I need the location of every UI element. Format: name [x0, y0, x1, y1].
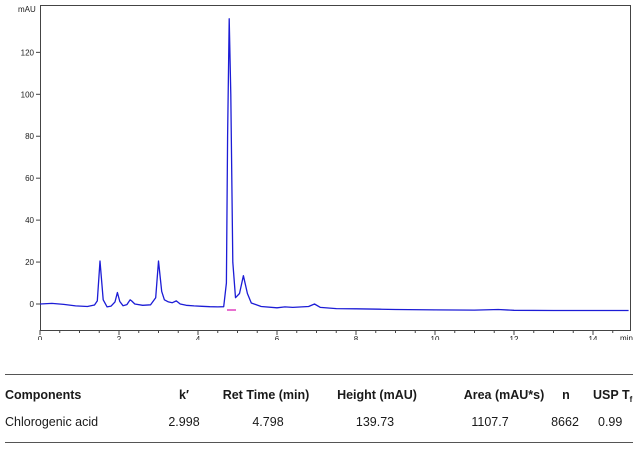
x-tick-label: 8	[354, 335, 359, 340]
chromatogram-chart: 0 20 40 60 80 100 120 0 2 4 6 8 10 12 14 mAU min	[18, 5, 633, 340]
y-tick-label: 40	[25, 216, 34, 225]
y-tick-label: 80	[25, 132, 34, 141]
x-axis: 0 2 4 6 8 10 12 14	[38, 330, 614, 340]
header-k-prime: k′	[179, 388, 189, 402]
header-usp-tf: USP Tf	[593, 388, 632, 404]
header-components: Components	[5, 388, 82, 402]
x-tick-label: 4	[196, 335, 201, 340]
y-tick-label: 100	[21, 90, 35, 99]
cell-usp-tf: 0.99	[598, 415, 623, 429]
x-tick-label: 14	[589, 335, 598, 340]
table-top-rule	[5, 374, 633, 375]
chromatogram-trace	[39, 18, 629, 312]
y-unit-label: mAU	[18, 5, 36, 14]
cell-ret-time: 4.798	[252, 415, 284, 429]
x-tick-label: 6	[275, 335, 280, 340]
x-tick-label: 12	[510, 335, 519, 340]
y-tick-label: 0	[30, 300, 35, 309]
cell-k-prime: 2.998	[168, 415, 200, 429]
cell-component: Chlorogenic acid	[5, 415, 99, 429]
header-height: Height (mAU)	[337, 388, 417, 402]
y-tick-label: 60	[25, 174, 34, 183]
y-tick-label: 120	[21, 48, 35, 57]
y-axis: 0 20 40 60 80 100 120	[21, 48, 40, 309]
table-bottom-rule	[5, 442, 633, 443]
cell-area: 1107.7	[471, 415, 509, 429]
y-tick-label: 20	[25, 258, 34, 267]
header-ret-time: Ret Time (min)	[222, 388, 310, 402]
header-usp-label: USP T	[593, 388, 630, 402]
header-usp-subscript: f	[629, 395, 633, 404]
plot-frame	[40, 5, 631, 331]
header-n: n	[562, 388, 570, 402]
x-unit-label: min	[620, 334, 633, 340]
x-tick-label: 10	[431, 335, 440, 340]
x-tick-label: 0	[38, 335, 43, 340]
header-area: Area (mAU*s)	[463, 388, 545, 402]
x-tick-label: 2	[117, 335, 122, 340]
cell-n: 8662	[551, 415, 579, 429]
cell-height: 139.73	[355, 415, 395, 429]
